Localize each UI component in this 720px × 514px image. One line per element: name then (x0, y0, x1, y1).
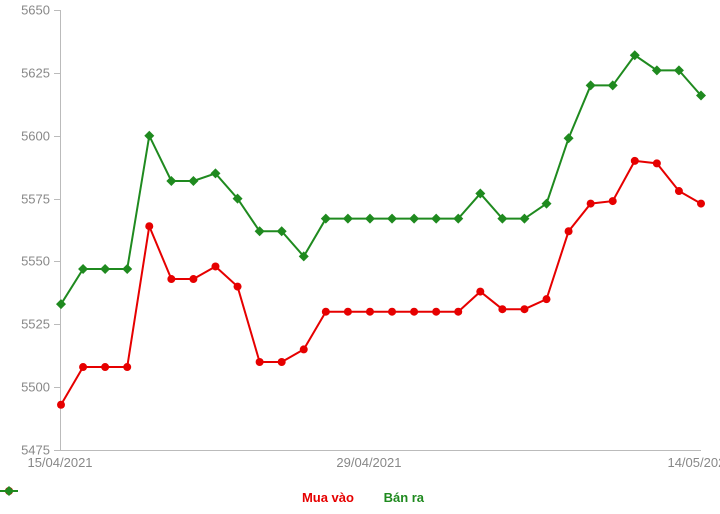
marker-mua_vao (123, 363, 131, 371)
marker-mua_vao (189, 275, 197, 283)
marker-mua_vao (520, 305, 528, 313)
marker-mua_vao (697, 200, 705, 208)
marker-ban_ra (409, 214, 419, 224)
marker-mua_vao (322, 308, 330, 316)
x-tick-label: 14/05/2021 (667, 455, 720, 470)
marker-mua_vao (344, 308, 352, 316)
marker-ban_ra (166, 176, 176, 186)
marker-mua_vao (234, 283, 242, 291)
legend-label-ban-ra: Bán ra (384, 490, 424, 505)
y-tick-label: 5650 (0, 3, 50, 18)
marker-ban_ra (78, 264, 88, 274)
legend-item-mua-vao: Mua vào (296, 490, 354, 505)
y-tick-label: 5600 (0, 128, 50, 143)
marker-ban_ra (387, 214, 397, 224)
marker-mua_vao (278, 358, 286, 366)
marker-ban_ra (564, 133, 574, 143)
y-tick-label: 5575 (0, 191, 50, 206)
marker-mua_vao (79, 363, 87, 371)
marker-mua_vao (543, 295, 551, 303)
x-tick-label: 29/04/2021 (336, 455, 401, 470)
marker-mua_vao (167, 275, 175, 283)
legend: Mua vào Bán ra (0, 485, 720, 505)
legend-item-ban-ra: Bán ra (378, 490, 424, 505)
y-tick-label: 5500 (0, 380, 50, 395)
marker-mua_vao (476, 288, 484, 296)
marker-mua_vao (587, 200, 595, 208)
marker-mua_vao (631, 157, 639, 165)
marker-mua_vao (565, 227, 573, 235)
y-tick-label: 5525 (0, 317, 50, 332)
marker-mua_vao (653, 159, 661, 167)
plot-svg (61, 10, 701, 450)
marker-ban_ra (188, 176, 198, 186)
marker-ban_ra (144, 131, 154, 141)
marker-ban_ra (56, 299, 66, 309)
marker-ban_ra (586, 80, 596, 90)
marker-mua_vao (145, 222, 153, 230)
legend-label-mua-vao: Mua vào (302, 490, 354, 505)
x-tick-label: 15/04/2021 (27, 455, 92, 470)
y-tick-label: 5625 (0, 65, 50, 80)
marker-mua_vao (498, 305, 506, 313)
marker-mua_vao (300, 345, 308, 353)
marker-ban_ra (343, 214, 353, 224)
marker-mua_vao (388, 308, 396, 316)
marker-mua_vao (410, 308, 418, 316)
marker-mua_vao (211, 262, 219, 270)
marker-mua_vao (256, 358, 264, 366)
marker-ban_ra (431, 214, 441, 224)
marker-ban_ra (321, 214, 331, 224)
series-line-ban_ra (61, 55, 701, 304)
plot-area (60, 10, 701, 451)
price-chart: 54755500552555505575560056255650 15/04/2… (0, 0, 720, 514)
marker-mua_vao (454, 308, 462, 316)
marker-mua_vao (366, 308, 374, 316)
series-line-mua_vao (61, 161, 701, 405)
y-tick-label: 5550 (0, 254, 50, 269)
marker-mua_vao (675, 187, 683, 195)
marker-ban_ra (122, 264, 132, 274)
marker-ban_ra (365, 214, 375, 224)
marker-mua_vao (57, 401, 65, 409)
marker-mua_vao (609, 197, 617, 205)
marker-mua_vao (101, 363, 109, 371)
marker-mua_vao (432, 308, 440, 316)
marker-ban_ra (100, 264, 110, 274)
